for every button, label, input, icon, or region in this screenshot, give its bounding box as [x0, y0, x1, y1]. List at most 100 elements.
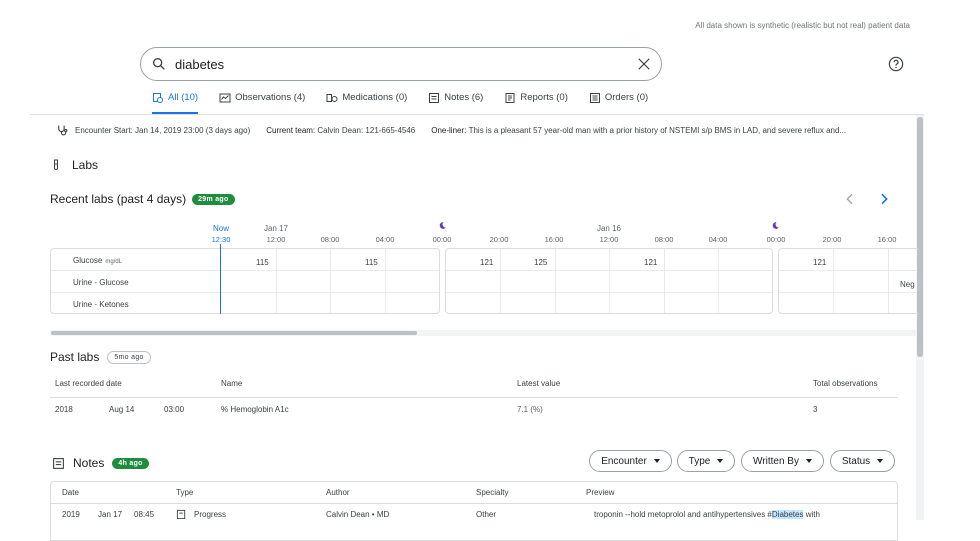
- column-header[interactable]: Specialty: [476, 488, 509, 497]
- recent-labs-updated-badge: 29m ago: [192, 193, 235, 205]
- table-row[interactable]: 2018 Aug 14 03:00 % Hemoglobin A1c 7.1 (…: [55, 405, 818, 414]
- encounter-filter-dropdown[interactable]: Encounter: [589, 450, 672, 472]
- labs-section-header: Labs: [50, 158, 98, 172]
- timeline-now-time: 12:30: [211, 235, 231, 244]
- column-divider: [833, 249, 834, 313]
- scrollbar-thumb[interactable]: [917, 117, 923, 357]
- encounter-summary: Encounter Start: Jan 14, 2019 23:00 (3 d…: [56, 124, 846, 137]
- tab-reports[interactable]: Reports (0): [504, 92, 568, 114]
- tab-all[interactable]: All (10): [152, 92, 199, 114]
- labs-timeline-panel: [50, 248, 440, 314]
- lab-value[interactable]: 125: [534, 258, 548, 267]
- column-divider: [276, 249, 277, 313]
- column-header[interactable]: Type: [176, 488, 194, 497]
- column-header[interactable]: Last recorded date: [55, 379, 122, 388]
- table-row[interactable]: 2019 Jan 17 08:45 Progress Calvin Dean •…: [62, 509, 820, 519]
- tab-observations[interactable]: Observations (4): [219, 92, 305, 114]
- tabs-divider: [30, 114, 924, 115]
- column-header[interactable]: Name: [221, 379, 243, 388]
- chevron-left-icon[interactable]: [842, 191, 858, 207]
- test-tube-icon: [54, 159, 58, 170]
- note-preview: troponin --hold metoprolol and antihyper…: [594, 510, 820, 519]
- one-liner-value: This is a pleasant 57 year-old man with …: [468, 126, 847, 135]
- encounter-start-value: Jan 14, 2019 23:00 (3 days ago): [135, 126, 251, 135]
- row-divider: [51, 270, 439, 271]
- lab-value[interactable]: 121: [644, 258, 658, 267]
- scrollbar-thumb[interactable]: [51, 331, 417, 335]
- caret-down-icon: [717, 459, 724, 463]
- help-icon[interactable]: [888, 56, 904, 72]
- column-divider: [718, 249, 719, 313]
- progress-note-icon: [176, 509, 186, 519]
- past-labs-header: Past labs 5mo ago: [50, 350, 151, 364]
- search-bar[interactable]: diabetes: [140, 47, 662, 81]
- lab-row-glucose[interactable]: Glucose mg/dL: [73, 256, 123, 265]
- written-by-filter-dropdown[interactable]: Written By: [741, 450, 824, 472]
- moon-icon: [439, 222, 446, 229]
- column-header[interactable]: Total observations: [813, 379, 878, 388]
- lab-value[interactable]: 115: [365, 258, 378, 267]
- timeline-time: 20:00: [489, 235, 509, 244]
- column-divider: [385, 249, 386, 313]
- timeline-now-label: Now: [212, 224, 229, 233]
- order-icon: [589, 93, 600, 103]
- row-divider: [779, 270, 916, 271]
- search-icon: [153, 58, 165, 70]
- column-header[interactable]: Date: [62, 488, 79, 497]
- one-liner-label: One-liner:: [431, 126, 467, 135]
- timeline-time: 16:00: [877, 235, 897, 244]
- timeline-time: 12:00: [599, 235, 619, 244]
- chevron-right-icon[interactable]: [876, 191, 892, 207]
- recent-labs-title: Recent labs (past 4 days): [50, 192, 187, 206]
- row-divider: [51, 292, 439, 293]
- timeline-now-marker: [220, 244, 221, 314]
- timeline-time: 08:00: [320, 235, 340, 244]
- lab-value[interactable]: 121: [480, 258, 494, 267]
- result-tabs: All (10) Observations (4) Medications (0…: [152, 92, 669, 114]
- timeline-date-jan17: Jan 17: [263, 224, 289, 233]
- lab-value[interactable]: 121: [813, 258, 827, 267]
- notes-updated-badge: 4h ago: [112, 457, 149, 469]
- vertical-scrollbar[interactable]: [916, 115, 924, 520]
- all-results-icon: [153, 93, 163, 103]
- note-icon: [53, 457, 64, 469]
- stethoscope-icon: [58, 125, 68, 136]
- current-team-label: Current team:: [266, 126, 316, 135]
- column-header[interactable]: Latest value: [517, 379, 561, 388]
- type-filter-dropdown[interactable]: Type: [677, 450, 735, 472]
- lab-row-urine-ketones[interactable]: Urine - Ketones: [73, 300, 129, 309]
- past-labs-updated-badge: 5mo ago: [107, 350, 151, 364]
- timeline-time: 08:00: [654, 235, 674, 244]
- recent-labs-header: Recent labs (past 4 days) 29m ago: [50, 192, 235, 206]
- notes-title: Notes: [73, 456, 105, 470]
- notes-section-header: Notes 4h ago: [52, 456, 149, 470]
- moon-icon: [772, 222, 779, 229]
- timeline-date-jan16: Jan 16: [596, 224, 622, 233]
- timeline-time: 12:00: [266, 235, 286, 244]
- row-divider: [779, 292, 916, 293]
- tab-medications[interactable]: Medications (0): [326, 92, 407, 114]
- search-input[interactable]: diabetes: [175, 57, 225, 72]
- caret-down-icon: [653, 459, 660, 463]
- tab-orders[interactable]: Orders (0): [589, 92, 648, 114]
- labs-timeline-panel: [445, 248, 773, 314]
- labs-title: Labs: [72, 158, 99, 172]
- status-filter-dropdown[interactable]: Status: [830, 450, 895, 472]
- tab-notes[interactable]: Notes (6): [428, 92, 483, 114]
- lab-value[interactable]: 115: [256, 258, 269, 267]
- current-team-value: Calvin Dean: 121-665-4546: [317, 126, 416, 135]
- horizontal-scrollbar[interactable]: [50, 330, 916, 336]
- timeline-time: 20:00: [822, 235, 842, 244]
- column-header[interactable]: Author: [326, 488, 350, 497]
- note-icon: [429, 93, 440, 103]
- lab-value[interactable]: Neg: [900, 280, 915, 289]
- clear-search-icon[interactable]: [635, 55, 653, 73]
- column-divider: [330, 249, 331, 313]
- lab-row-urine-glucose[interactable]: Urine - Glucose: [73, 278, 129, 287]
- column-divider: [555, 249, 556, 313]
- column-header[interactable]: Preview: [586, 488, 615, 497]
- header-divider: [50, 397, 898, 398]
- pill-icon: [326, 94, 338, 102]
- synthetic-data-disclaimer: All data shown is synthetic (realistic b…: [695, 21, 910, 30]
- caret-down-icon: [877, 459, 884, 463]
